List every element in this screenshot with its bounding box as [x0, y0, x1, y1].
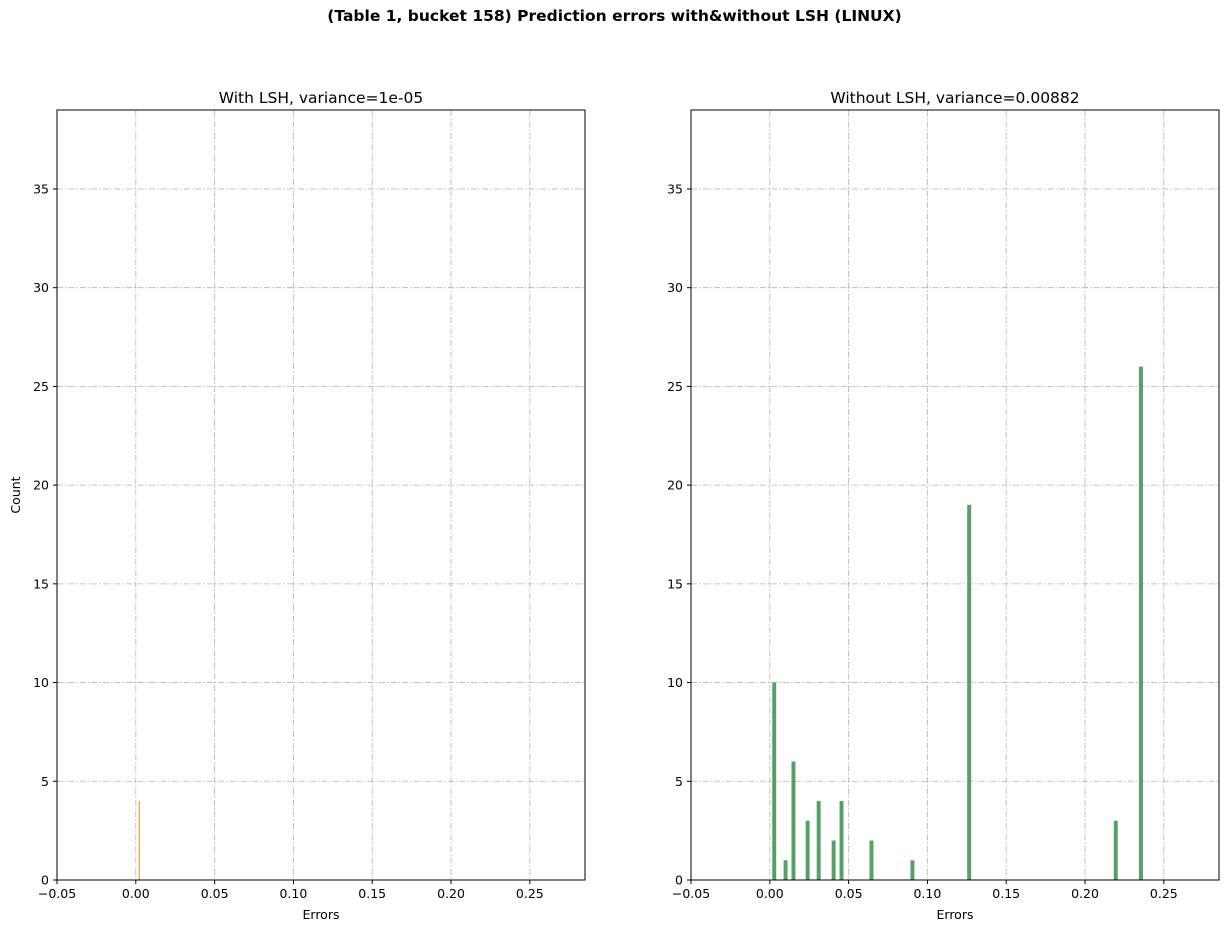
y-tick-label: 0: [41, 873, 49, 888]
x-tick-label: 0.20: [437, 886, 465, 901]
bar: [138, 801, 140, 880]
chart-panel-1: −0.05 0.00 0.05 0.10 0.15 0.20 0.25 0 5 10 15 20 25 3…: [8, 89, 586, 922]
y-tick-label: 20: [667, 478, 683, 493]
bar: [831, 840, 836, 880]
plot-frame: [56, 109, 586, 881]
bar: [783, 860, 788, 880]
bar: [1113, 820, 1118, 880]
bar: [1139, 366, 1143, 881]
x-tick-label: −0.05: [38, 886, 76, 901]
bar: [772, 682, 777, 880]
x-tick-label: 0.15: [992, 886, 1020, 901]
plot-frame: [690, 109, 1220, 881]
chart-title: With LSH, variance=1e-05: [219, 89, 424, 107]
x-tick-label: 0.10: [279, 886, 307, 901]
y-tick-label: 5: [675, 774, 683, 789]
x-tick-label: 0.20: [1071, 886, 1099, 901]
y-tick-label: 10: [33, 675, 49, 690]
chart-panel-2: −0.05 0.00 0.05 0.10 0.15 0.20 0.25 0 5 10 15 20 25 3…: [667, 89, 1220, 922]
x-tick-label: 0.05: [835, 886, 863, 901]
y-axis-label: Count: [8, 476, 23, 513]
x-axis-label: Errors: [303, 907, 340, 922]
x-tick-label: 0.25: [1150, 886, 1178, 901]
x-tick-label: 0.10: [913, 886, 941, 901]
y-tick-label: 15: [33, 576, 49, 591]
bar: [869, 840, 874, 880]
figure-title: (Table 1, bucket 158) Prediction errors …: [327, 7, 902, 25]
bar: [839, 801, 844, 880]
y-tick-label: 25: [667, 379, 683, 394]
x-tick-label: 0.15: [358, 886, 386, 901]
y-tick-label: 20: [33, 478, 49, 493]
bar: [791, 761, 796, 880]
y-tick-label: 5: [41, 774, 49, 789]
x-tick-label: 0.00: [756, 886, 784, 901]
x-tick-label: 0.05: [201, 886, 229, 901]
bar: [805, 820, 810, 880]
y-tick-label: 25: [33, 379, 49, 394]
chart-title: Without LSH, variance=0.00882: [830, 89, 1079, 107]
y-tick-label: 0: [675, 873, 683, 888]
y-tick-label: 30: [33, 280, 49, 295]
y-tick-label: 10: [667, 675, 683, 690]
bar: [910, 860, 915, 880]
x-axis-label: Errors: [937, 907, 974, 922]
x-tick-label: 0.00: [122, 886, 150, 901]
bar: [967, 504, 972, 880]
y-tick-label: 35: [33, 181, 49, 196]
x-tick-label: 0.25: [516, 886, 544, 901]
y-tick-label: 15: [667, 576, 683, 591]
y-tick-label: 35: [667, 181, 683, 196]
y-tick-label: 30: [667, 280, 683, 295]
bar: [816, 801, 821, 880]
x-tick-label: −0.05: [672, 886, 710, 901]
